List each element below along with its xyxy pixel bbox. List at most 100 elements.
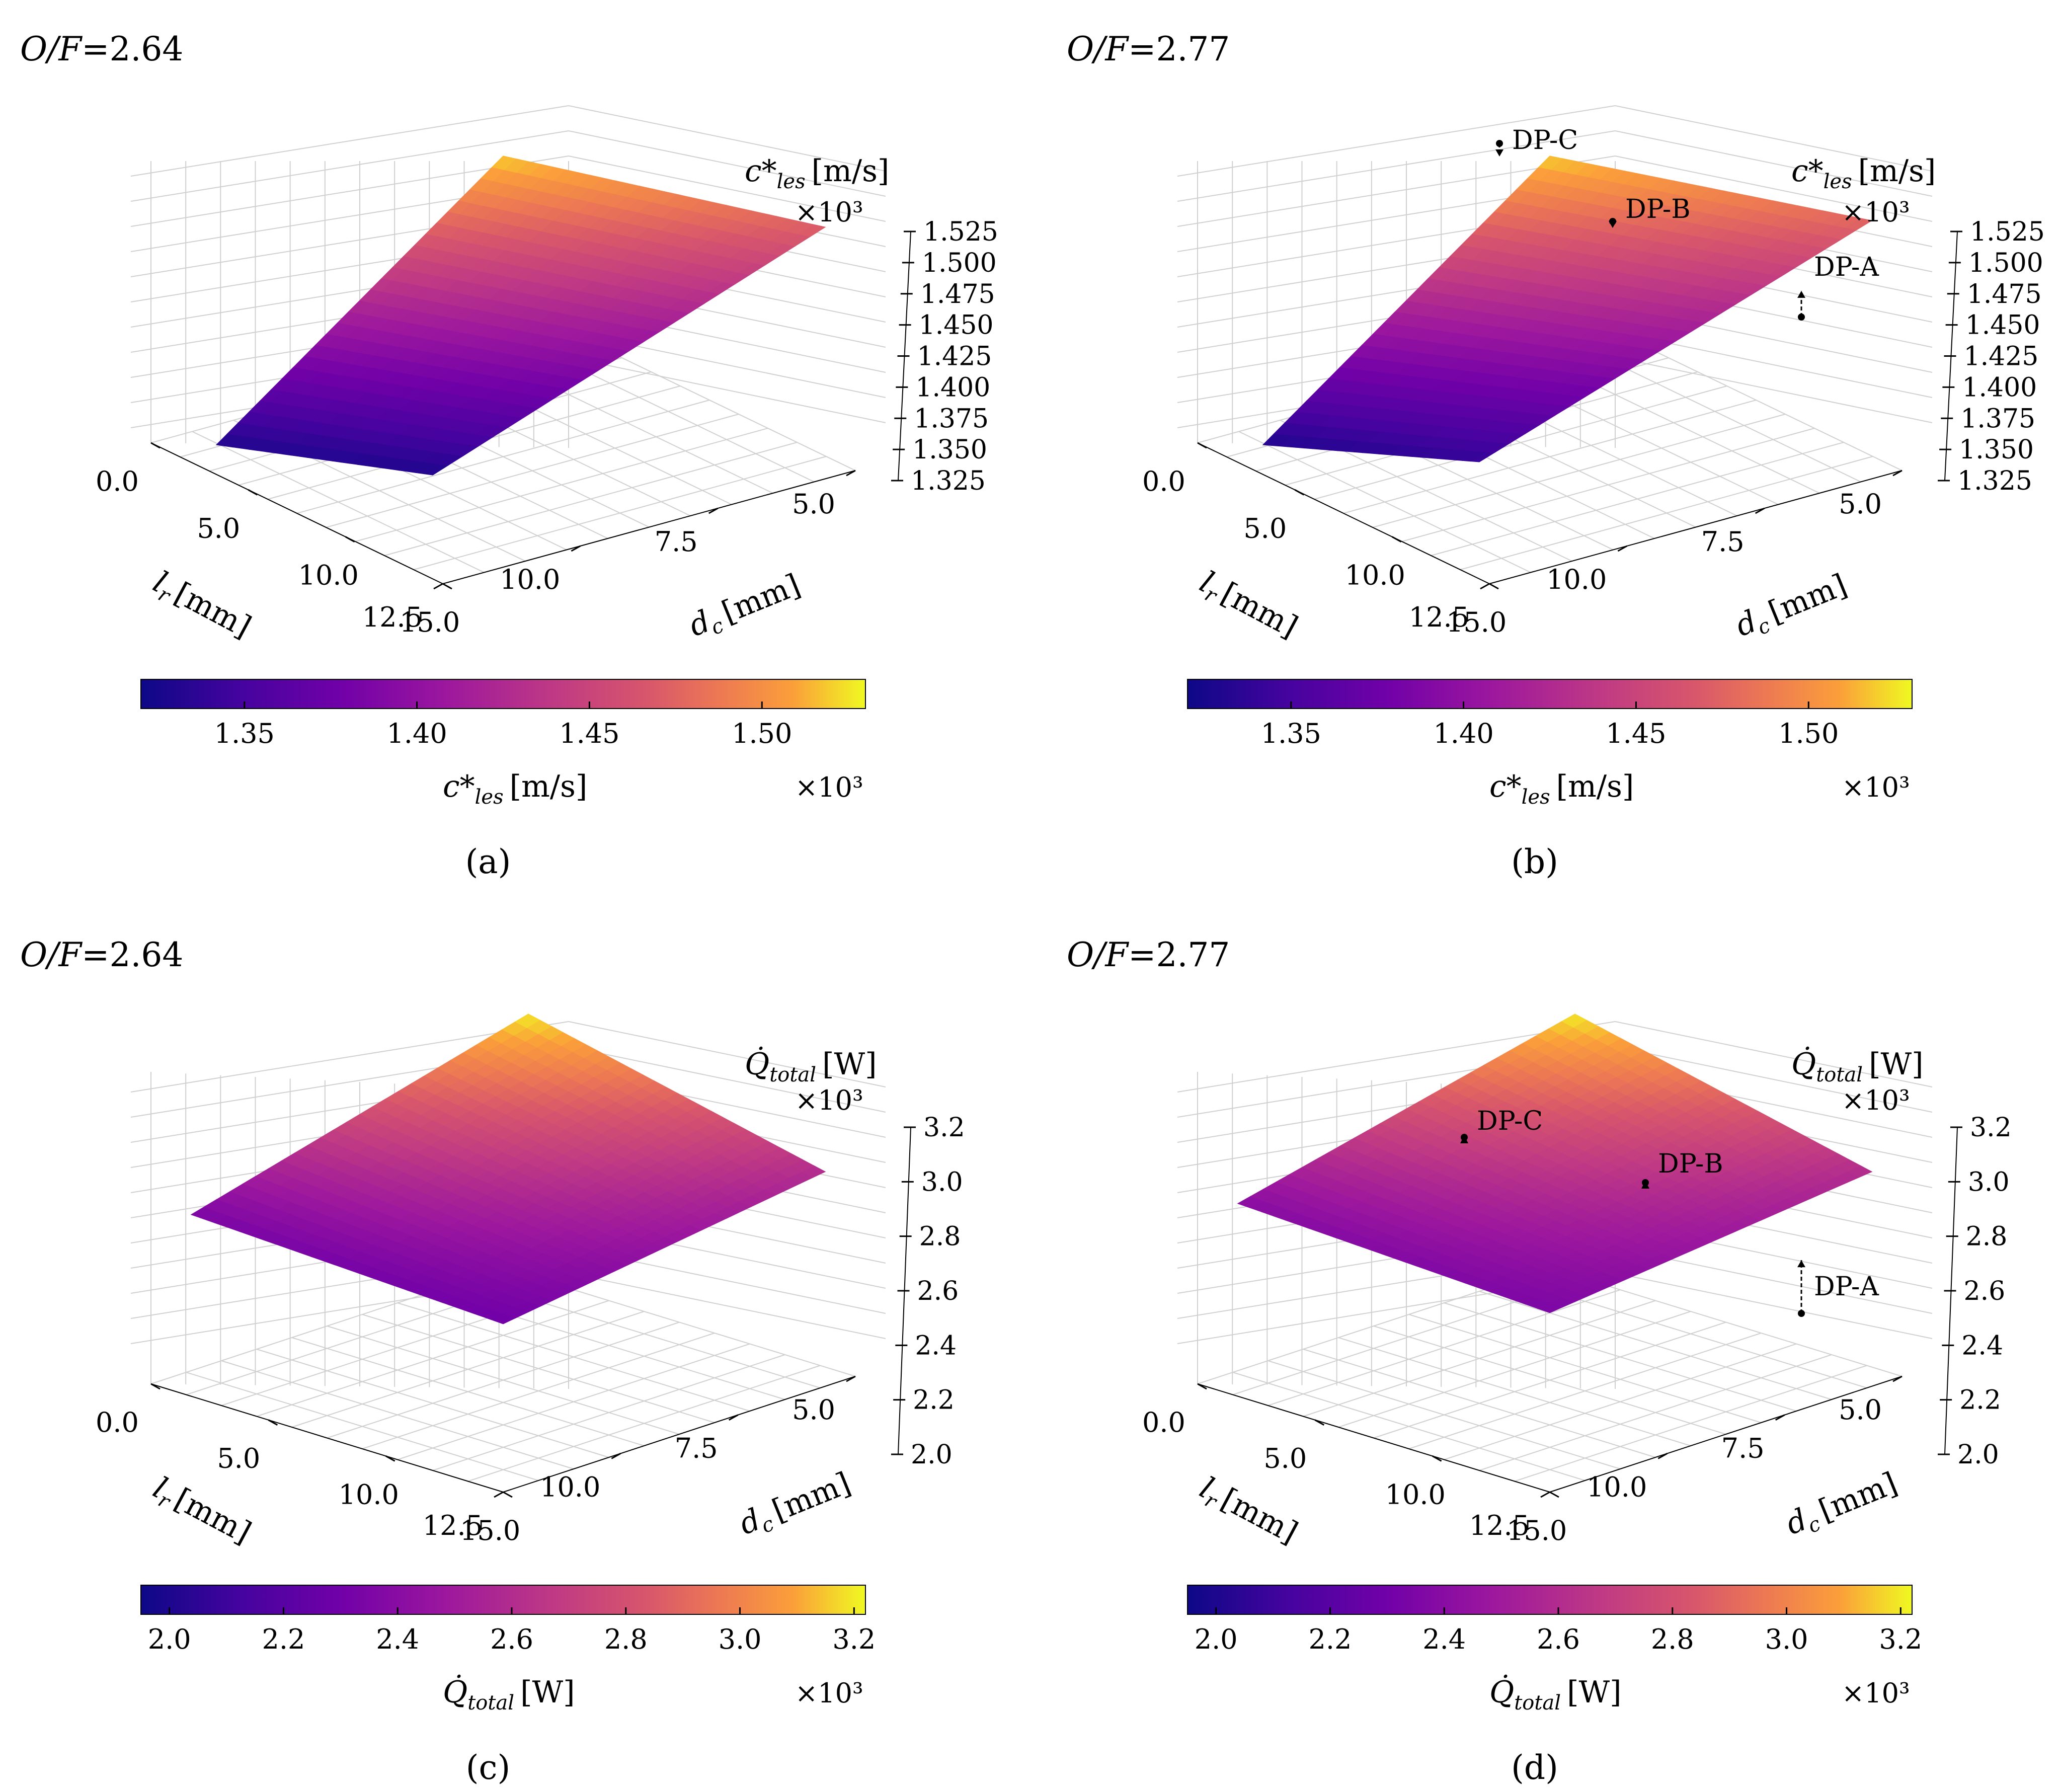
z-tick-label: 1.375 <box>1960 404 2035 434</box>
y-tick <box>1549 1491 1559 1498</box>
grid-line <box>1177 130 1616 202</box>
z-label-sub: total <box>769 1063 816 1086</box>
z-tick-label: 1.325 <box>1957 466 2032 496</box>
colorbar-label: Q̇total [W] <box>443 1674 575 1715</box>
colorbar-tick-label: 3.2 <box>832 1623 876 1655</box>
colorbar-multiplier: ×10³ <box>795 1677 863 1709</box>
panel-heading: O/F=2.64 <box>20 936 183 974</box>
colorbar-label-unit: [W] <box>1567 1675 1622 1710</box>
z-tick-label: 1.475 <box>920 279 995 309</box>
y-tick <box>248 489 258 496</box>
panel-heading: O/F=2.77 <box>1067 30 1230 68</box>
heading-value: 2.77 <box>1156 30 1230 68</box>
z-tick-label: 2.0 <box>911 1440 953 1470</box>
y-axis-line <box>150 442 443 584</box>
heading-eq: = <box>82 30 109 68</box>
design-point-label: DP-C <box>1512 125 1578 155</box>
design-point-arrowhead <box>1797 1260 1805 1268</box>
x-tick-label: 5.0 <box>792 1394 835 1426</box>
z-tick-label: 1.350 <box>1959 435 2034 465</box>
grid-line <box>568 105 886 172</box>
x-tick <box>846 470 856 477</box>
x-tick-label: 5.0 <box>1839 488 1882 520</box>
y-tick-label: 10.0 <box>1385 1478 1446 1510</box>
design-point-arrowhead <box>1797 290 1805 298</box>
grid-line <box>568 357 886 423</box>
y-tick <box>268 1419 278 1426</box>
y-tick-label: 0.0 <box>96 1407 139 1438</box>
grid-line <box>1408 1333 1762 1449</box>
colorbar-tick-label: 2.4 <box>376 1623 419 1655</box>
z-tick-label: 1.525 <box>923 217 998 247</box>
colorbar-tick-label: 2.2 <box>262 1623 305 1655</box>
z-multiplier: ×10³ <box>1842 196 1910 228</box>
z-tick-label: 2.6 <box>917 1276 959 1306</box>
colorbar-label: Q̇total [W] <box>1489 1674 1622 1715</box>
grid-line <box>1615 1273 1933 1339</box>
panel-c: O/F=2.64 0.0 5.0 10.0 15.0 5.0 7.5 10.0 12.5 3.2 3… <box>20 936 965 1787</box>
grid-line <box>568 1046 886 1113</box>
colorbar-label-symbol: Q̇ <box>443 1674 467 1710</box>
y-tick-label: 5.0 <box>1243 512 1287 544</box>
grid-line <box>568 130 886 197</box>
panel-a: O/F=2.640.05.010.015.05.07.510.012.51.52… <box>20 30 998 881</box>
y-axis-line <box>150 1383 504 1493</box>
z-tick-label: 3.0 <box>1968 1167 2010 1197</box>
y-tick-label: 5.0 <box>197 512 240 544</box>
panel-d: O/F=2.77 0.0 5.0 10.0 15.0 5.0 7.5 10.0 12.5 3.2 3… <box>1067 936 2012 1787</box>
y-label-unit: [mm] <box>1216 1482 1304 1550</box>
design-point-label: DP-B <box>1658 1149 1723 1179</box>
z-tick-label: 2.2 <box>913 1385 955 1416</box>
design-point-dp-c: DP-C <box>1460 1106 1543 1143</box>
y-axis-line <box>1197 1383 1550 1493</box>
panel-caption: (a) <box>465 842 511 881</box>
y-label-unit: [mm] <box>169 576 257 645</box>
panel-caption: (c) <box>466 1748 510 1787</box>
z-tick-label: 1.500 <box>1968 248 2043 278</box>
z-multiplier: ×10³ <box>795 196 863 228</box>
grid-line <box>1615 1021 1933 1087</box>
y-tick <box>1489 583 1499 590</box>
y-tick <box>442 583 452 590</box>
y-tick-label: 15.0 <box>460 1515 520 1546</box>
colorbar-tick-label: 1.45 <box>559 718 619 749</box>
heading-value: 2.77 <box>1156 936 1230 974</box>
z-label-sub: les <box>777 170 806 193</box>
y-tick <box>385 1455 395 1462</box>
grid-line <box>1177 105 1616 177</box>
panel-heading: O/F=2.64 <box>20 30 183 68</box>
x-axis-label: dc[mm] <box>734 1465 856 1545</box>
grid-line <box>384 442 798 556</box>
z-label-unit: [W] <box>822 1047 877 1082</box>
x-tick <box>1755 507 1765 514</box>
z-tick-label: 1.325 <box>911 466 986 496</box>
colorbar-label-symbol: c* <box>1489 769 1522 804</box>
grid-line <box>1610 329 1903 471</box>
x-tick-label: 12.5 <box>1409 601 1469 633</box>
heading-eq: = <box>1128 30 1156 68</box>
design-point-dp-c: DP-C <box>1495 125 1578 157</box>
z-tick-label: 2.8 <box>919 1222 961 1252</box>
grid-line <box>130 130 569 202</box>
y-tick <box>1197 442 1207 449</box>
colorbar-tick-label: 2.2 <box>1309 1623 1352 1655</box>
design-point-dp-a: DP-A <box>1797 1260 1879 1317</box>
z-tick-label: 1.375 <box>914 404 989 434</box>
y-axis-label: lr[mm] <box>1193 1470 1304 1553</box>
x-tick-label: 12.5 <box>1469 1510 1530 1541</box>
y-tick <box>345 536 355 542</box>
y-tick <box>503 1491 513 1498</box>
x-axis-line <box>442 470 856 584</box>
z-label-unit: [W] <box>1869 1047 1924 1082</box>
colorbar-tick-label: 1.40 <box>1433 718 1493 749</box>
colorbar-tick-label: 2.6 <box>490 1623 533 1655</box>
x-axis-line <box>1549 1376 1903 1493</box>
x-label-unit: [mm] <box>1764 567 1852 630</box>
design-point-arrowhead <box>1460 1135 1468 1143</box>
z-tick-label: 2.0 <box>1957 1440 1999 1470</box>
colorbar-tick-label: 2.8 <box>1651 1623 1694 1655</box>
colorbar-gradient <box>1187 679 1913 709</box>
colorbar-label: c*les [m/s] <box>443 769 587 809</box>
colorbar-label-unit: [W] <box>520 1675 575 1710</box>
z-tick-label: 2.4 <box>915 1331 957 1361</box>
